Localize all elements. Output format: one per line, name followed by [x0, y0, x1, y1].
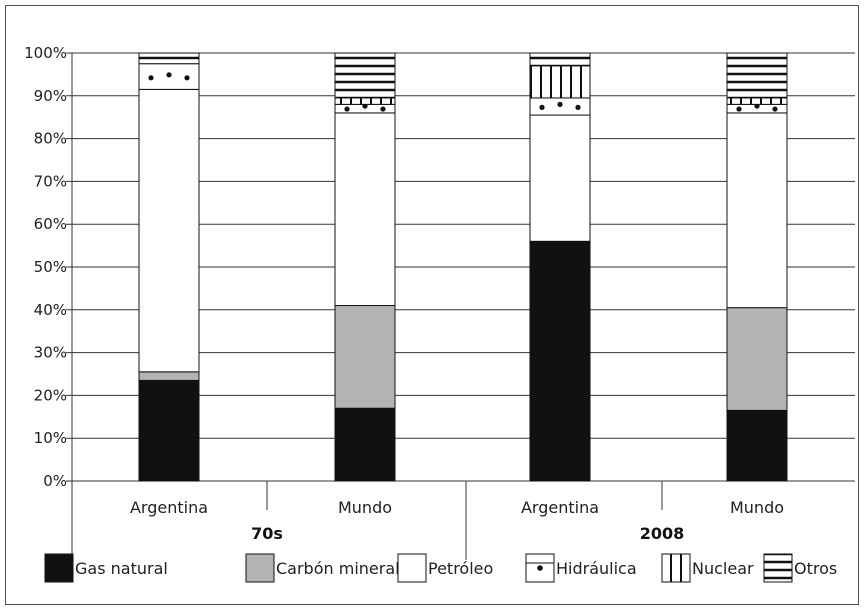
legend-hidraulica-dot [537, 565, 543, 571]
y-tick-label: 40% [34, 301, 67, 319]
bars [138, 52, 788, 482]
y-tick-label: 60% [34, 215, 67, 233]
x-axis-labels: Argentina Mundo Argentina Mundo 70s 2008 [130, 498, 784, 543]
bar-segment-nuclear [726, 97, 788, 105]
y-tick-label: 0% [43, 472, 67, 490]
x-category-label: Mundo [730, 498, 784, 517]
bar-segment-gas-natural [334, 407, 396, 482]
legend-label-petroleo: Petróleo [428, 559, 493, 578]
x-category-label: Mundo [338, 498, 392, 517]
legend-swatch-gas-natural [44, 553, 74, 583]
y-tick-label: 80% [34, 130, 67, 148]
bar-segment-carbon-mineral [334, 305, 396, 409]
legend-label-nuclear: Nuclear [692, 559, 754, 578]
bar-segment-petroleo [726, 112, 788, 309]
bar-segment-nuclear [529, 65, 591, 99]
bar-segment-petroleo [138, 88, 200, 373]
legend-swatch-otros [763, 553, 793, 583]
bar-segment-otros [529, 52, 591, 67]
hidraulica-dot [344, 106, 350, 112]
x-group-label: 2008 [640, 524, 685, 543]
y-tick-label: 70% [34, 172, 67, 190]
hidraulica-dot [575, 104, 581, 110]
legend: Gas natural Carbón mineral Petróleo Hidrául… [44, 553, 837, 583]
bar-segment-gas-natural [726, 409, 788, 482]
bar-segment-nuclear [334, 97, 396, 105]
legend-swatch-petroleo [397, 553, 427, 583]
y-tick-label: 10% [34, 429, 67, 447]
y-tick-label: 90% [34, 87, 67, 105]
bar-segment-carbon-mineral [726, 307, 788, 411]
hidraulica-dot [772, 106, 778, 112]
x-category-label: Argentina [521, 498, 599, 517]
hidraulica-dot [380, 106, 386, 112]
hidraulica-dot [148, 75, 154, 81]
bar-segment-gas-natural [138, 379, 200, 482]
hidraulica-dot [166, 72, 172, 78]
y-tick-label: 100% [24, 44, 67, 62]
hidraulica-dot [557, 101, 563, 107]
bar-segment-otros [334, 52, 396, 99]
legend-label-carbon-mineral: Carbón mineral [276, 559, 400, 578]
legend-label-hidraulica: Hidráulica [556, 559, 637, 578]
bar-segment-otros [138, 52, 200, 65]
y-tick-label: 50% [34, 258, 67, 276]
hidraulica-dot [184, 75, 190, 81]
bar-segment-petroleo [334, 112, 396, 307]
y-tick-label: 30% [34, 344, 67, 362]
legend-swatch-nuclear [661, 553, 691, 583]
y-axis-tick-labels: 0% 10% 20% 30% 40% 50% 60% 70% 80% 90% 100% [24, 44, 67, 490]
bar-segment-otros [726, 52, 788, 99]
axes [71, 53, 663, 560]
bar-segment-petroleo [529, 114, 591, 242]
x-category-label: Argentina [130, 498, 208, 517]
x-group-label: 70s [251, 524, 283, 543]
legend-swatch-carbon-mineral [245, 553, 275, 583]
hidraulica-dot [736, 106, 742, 112]
hidraulica-dot [539, 104, 545, 110]
legend-label-gas-natural: Gas natural [75, 559, 168, 578]
legend-label-otros: Otros [794, 559, 837, 578]
y-tick-label: 20% [34, 386, 67, 404]
bar-segment-gas-natural [529, 240, 591, 482]
bar-segment-carbon-mineral [138, 371, 200, 381]
